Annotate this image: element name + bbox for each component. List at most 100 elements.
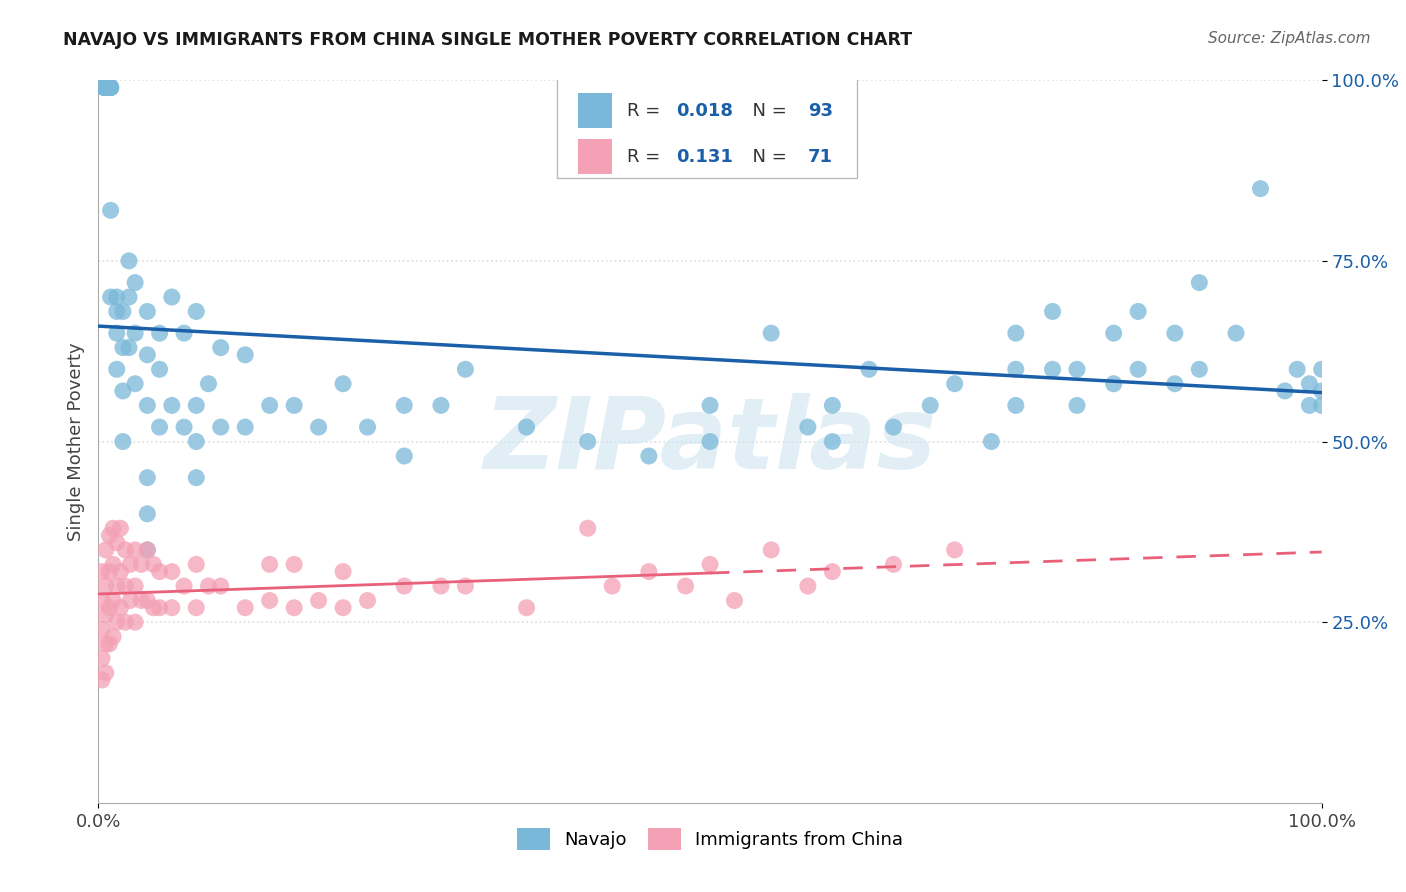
Point xyxy=(821,434,844,449)
Point xyxy=(821,565,844,579)
Point xyxy=(100,80,122,95)
Point xyxy=(91,623,114,637)
Point xyxy=(124,376,146,391)
Point xyxy=(430,579,453,593)
Point xyxy=(94,607,117,622)
Point xyxy=(1188,276,1211,290)
Text: N =: N = xyxy=(741,148,792,166)
FancyBboxPatch shape xyxy=(557,73,856,178)
Bar xyxy=(578,94,612,128)
Point xyxy=(637,449,661,463)
Y-axis label: Single Mother Poverty: Single Mother Poverty xyxy=(66,343,84,541)
Point xyxy=(124,326,146,340)
Point xyxy=(136,348,159,362)
Point xyxy=(186,434,208,449)
Point xyxy=(515,600,537,615)
Point xyxy=(209,420,232,434)
Point xyxy=(1298,398,1320,412)
Point xyxy=(1128,304,1150,318)
Text: 0.131: 0.131 xyxy=(676,148,733,166)
Point xyxy=(308,593,330,607)
Point xyxy=(1066,362,1088,376)
Point xyxy=(118,253,141,268)
Point xyxy=(430,398,453,412)
Text: R =: R = xyxy=(627,148,672,166)
Point xyxy=(100,80,122,95)
Point xyxy=(197,579,219,593)
Text: NAVAJO VS IMMIGRANTS FROM CHINA SINGLE MOTHER POVERTY CORRELATION CHART: NAVAJO VS IMMIGRANTS FROM CHINA SINGLE M… xyxy=(63,31,912,49)
Point xyxy=(283,600,305,615)
Point xyxy=(105,535,128,549)
Point xyxy=(600,579,623,593)
Point xyxy=(111,341,134,355)
Point xyxy=(392,579,416,593)
Point xyxy=(105,326,128,340)
Point xyxy=(797,579,820,593)
Point xyxy=(114,615,136,630)
Point xyxy=(454,579,477,593)
Point xyxy=(186,398,208,412)
Point xyxy=(1066,398,1088,412)
Point xyxy=(259,593,281,607)
Point xyxy=(160,565,183,579)
Point xyxy=(283,398,305,412)
Point xyxy=(699,434,721,449)
Point xyxy=(114,542,136,557)
Text: Source: ZipAtlas.com: Source: ZipAtlas.com xyxy=(1208,31,1371,46)
Point xyxy=(91,593,114,607)
Point xyxy=(136,304,159,318)
Point xyxy=(101,630,124,644)
Point xyxy=(94,665,117,680)
Point xyxy=(943,376,966,391)
Point xyxy=(233,420,256,434)
Point xyxy=(98,637,121,651)
Text: R =: R = xyxy=(627,102,666,120)
Point xyxy=(1298,376,1320,391)
Point xyxy=(110,565,132,579)
Point xyxy=(821,398,844,412)
Point xyxy=(1102,376,1125,391)
Point xyxy=(233,348,256,362)
Point xyxy=(1042,304,1064,318)
Point xyxy=(761,326,783,340)
Point xyxy=(1004,326,1026,340)
Point xyxy=(1310,398,1333,412)
Point xyxy=(186,304,208,318)
Point xyxy=(233,600,256,615)
Point xyxy=(160,600,183,615)
Point xyxy=(114,579,136,593)
Point xyxy=(858,362,880,376)
Point xyxy=(173,420,195,434)
Point xyxy=(332,376,354,391)
Point xyxy=(93,80,115,95)
Point xyxy=(356,420,378,434)
Point xyxy=(149,362,172,376)
Point xyxy=(129,558,152,572)
Point xyxy=(920,398,942,412)
Point xyxy=(93,80,115,95)
Point xyxy=(111,304,134,318)
Point xyxy=(197,376,219,391)
Text: ZIPatlas: ZIPatlas xyxy=(484,393,936,490)
Point xyxy=(136,593,159,607)
Point xyxy=(91,565,114,579)
Point xyxy=(124,276,146,290)
Point xyxy=(136,507,159,521)
Point xyxy=(160,398,183,412)
Point xyxy=(1225,326,1247,340)
Point xyxy=(93,80,115,95)
Point xyxy=(576,434,599,449)
Point xyxy=(209,341,232,355)
Point xyxy=(1310,384,1333,398)
Point xyxy=(129,593,152,607)
Point xyxy=(943,542,966,557)
Text: 93: 93 xyxy=(808,102,832,120)
Point xyxy=(101,558,124,572)
Point xyxy=(149,565,172,579)
Point xyxy=(101,593,124,607)
Legend: Navajo, Immigrants from China: Navajo, Immigrants from China xyxy=(508,819,912,859)
Point xyxy=(120,558,142,572)
Point xyxy=(93,80,115,95)
Point xyxy=(160,290,183,304)
Point xyxy=(136,398,159,412)
